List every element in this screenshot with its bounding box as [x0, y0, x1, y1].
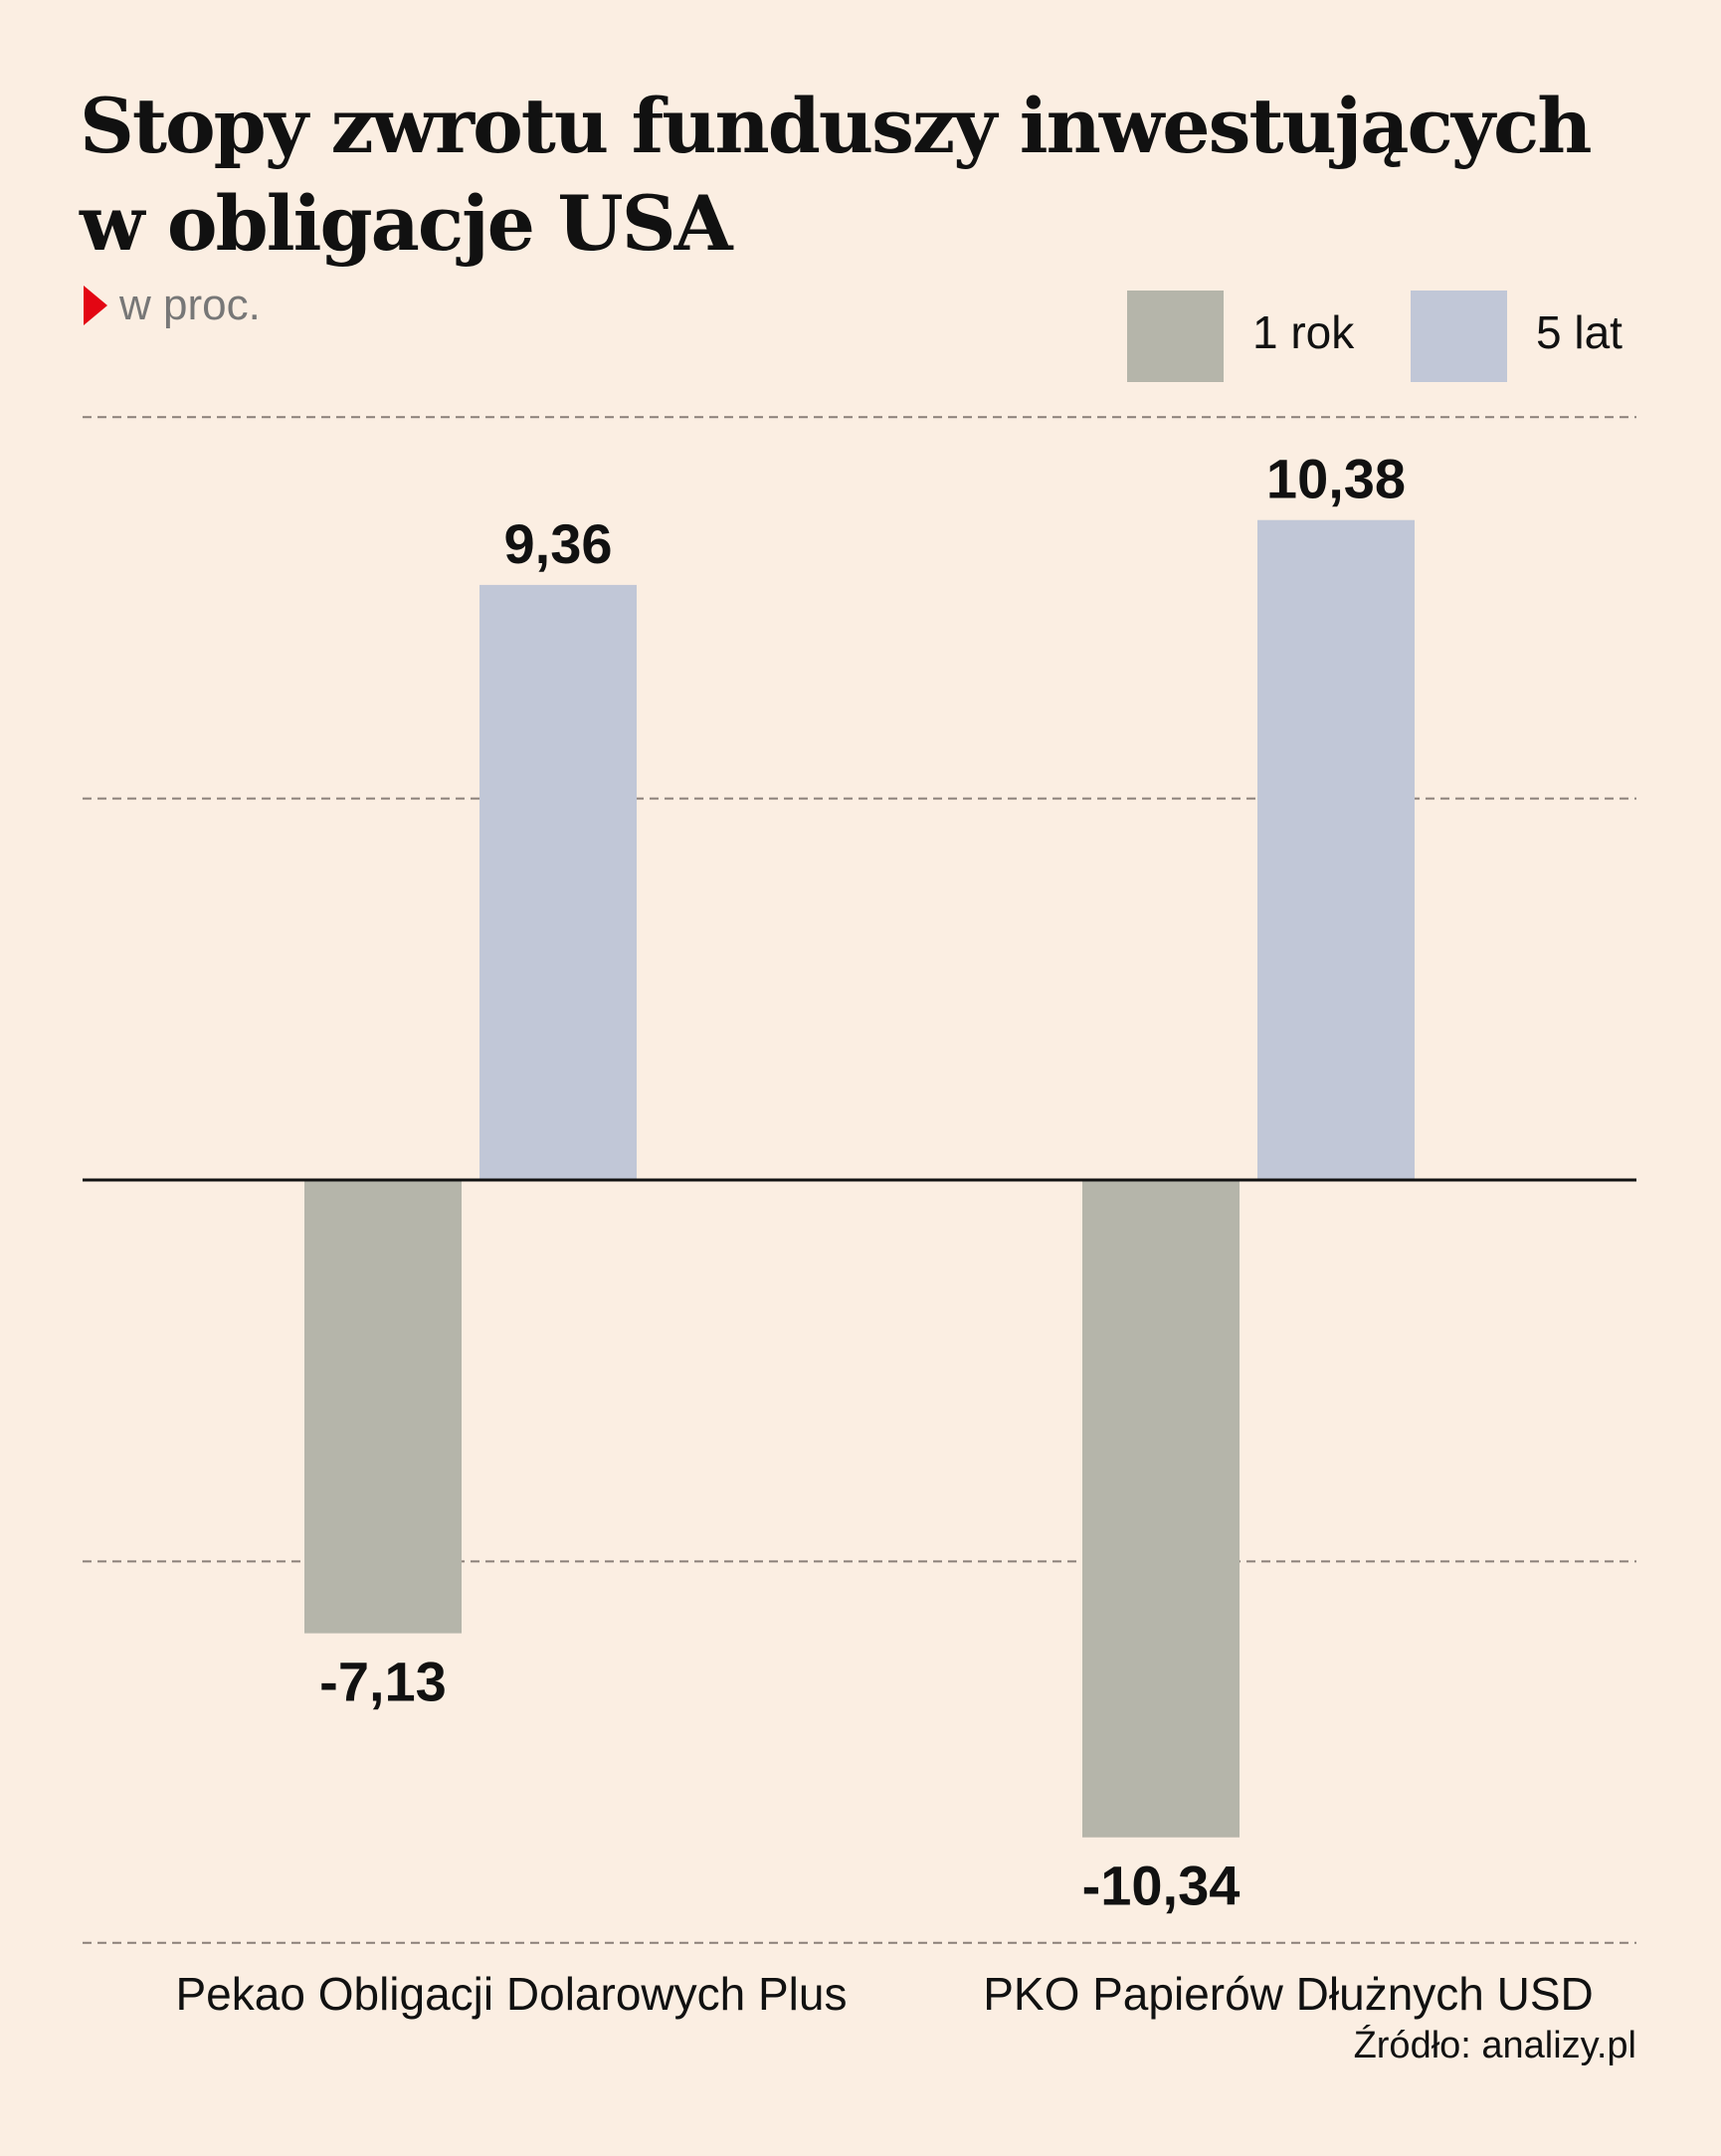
bar-5-lat-0: [479, 584, 637, 1180]
triangle-marker-icon: [84, 286, 107, 325]
bar-1-rok-0: [304, 1180, 462, 1634]
category-label: PKO Papierów Dłużnych USD: [983, 1968, 1594, 2020]
bar-5-lat-1: [1257, 519, 1415, 1180]
data-label: -7,13: [319, 1651, 447, 1713]
data-label: -10,34: [1082, 1855, 1241, 1917]
chart-title: Stopy zwrotu funduszy inwestujących w obl…: [80, 78, 1593, 273]
unit-text: w proc.: [119, 281, 261, 329]
source-label: Źródło: analizy.pl: [1354, 2024, 1636, 2066]
unit-label: w proc.: [84, 281, 261, 330]
category-label: Pekao Obligacji Dolarowych Plus: [176, 1968, 848, 2020]
data-label: 9,36: [504, 512, 613, 575]
legend-label: 5 lat: [1536, 306, 1623, 358]
title-line-1: Stopy zwrotu funduszy inwestujących: [80, 82, 1593, 170]
data-label: 10,38: [1266, 448, 1406, 510]
title-line-2: w obligacje USA: [80, 179, 733, 268]
legend-swatch-1-rok: [1127, 291, 1224, 382]
legend-label: 1 rok: [1252, 306, 1355, 358]
bar-1-rok-1: [1082, 1180, 1240, 1838]
legend-swatch-5-lat: [1411, 291, 1507, 382]
